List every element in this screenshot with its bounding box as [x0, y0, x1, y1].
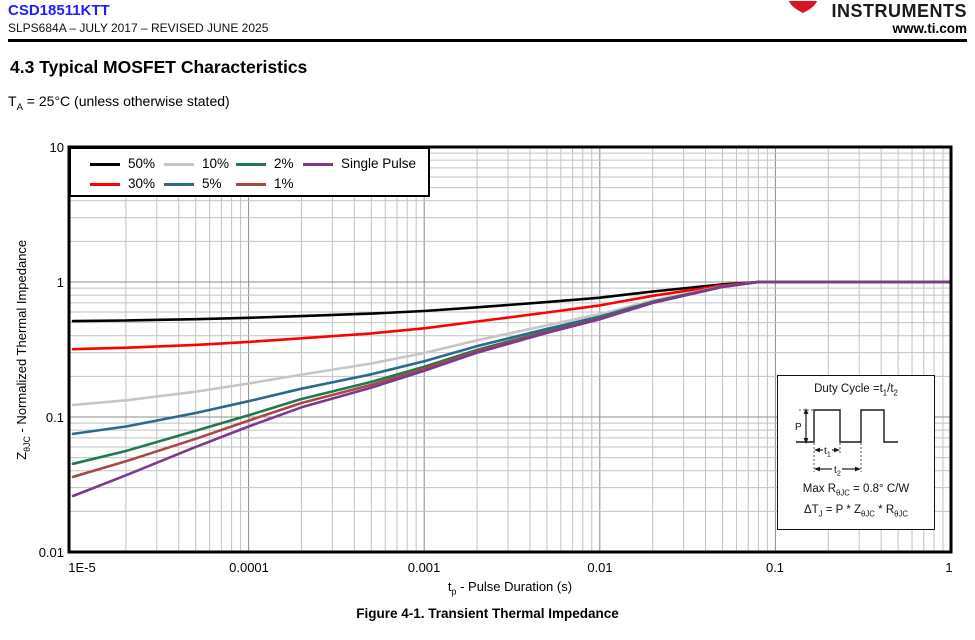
x-axis-title: tp - Pulse Duration (s): [69, 579, 951, 597]
duty-cycle-inset: Duty Cycle =t1/t2 P t1 t2: [777, 375, 935, 530]
pulse-waveform-diagram: P t1 t2: [795, 408, 898, 478]
legend-item-5pct: 5%: [164, 177, 222, 191]
legend-item-30pct: 30%: [90, 177, 155, 191]
legend-item-50pct: 50%: [90, 157, 155, 171]
condition-text: = 25°C (unless otherwise stated): [22, 93, 230, 109]
inset-delta-tj: ΔTJ = P * ZθJC * RθJC: [803, 504, 909, 519]
legend-label-10pct: 10%: [202, 156, 230, 171]
legend-swatch-5pct: [164, 182, 194, 186]
x-tick-0.1: 0.1: [765, 560, 785, 575]
curve-single-pulse: [71, 280, 953, 498]
y-tick-1: 1: [56, 275, 64, 290]
legend-label-30pct: 30%: [128, 176, 156, 191]
curve-30-: [71, 280, 953, 351]
legend-swatch-1pct: [236, 182, 266, 186]
chart-legend: 50% 10% 2% Single Pulse 30% 5% 1%: [69, 147, 430, 197]
legend-swatch-30pct: [90, 182, 120, 186]
legend-swatch-10pct: [164, 162, 194, 166]
legend-swatch-single-pulse: [303, 162, 333, 166]
plot-frame: [67, 145, 953, 554]
header-rule: [8, 39, 967, 42]
y-tick-0-1: 0.1: [45, 410, 64, 425]
doc-revision-line: SLPS684A – JULY 2017 – REVISED JUNE 2025: [8, 21, 269, 35]
y-tick-0-01: 0.01: [38, 545, 64, 560]
inset-max-rthjc: Max RθJC = 0.8° C/W: [802, 483, 910, 498]
legend-label-50pct: 50%: [128, 156, 156, 171]
inset-title-sub2: 2: [893, 388, 898, 398]
t1-arrow-left: [814, 447, 820, 453]
inset-title: Duty Cycle =t1/t2: [778, 383, 934, 397]
inset-title-sub1: 1: [882, 388, 888, 398]
legend-item-10pct: 10%: [164, 157, 229, 171]
legend-item-1pct: 1%: [236, 177, 294, 191]
condition-subscript: A: [16, 101, 23, 113]
x-tick-0.01: 0.01: [587, 560, 613, 575]
ti-brand-word: INSTRUMENTS: [831, 1, 967, 21]
section-title: 4.3 Typical MOSFET Characteristics: [10, 57, 308, 77]
y-axis-text: - Normalized Thermal Impedance: [14, 239, 30, 436]
legend-label-1pct: 1%: [274, 176, 294, 191]
legend-label-2pct: 2%: [274, 156, 294, 171]
pulse-train-line: [796, 409, 898, 443]
ti-website-link[interactable]: www.ti.com: [892, 21, 967, 36]
t2-label: t2: [834, 465, 841, 478]
x-tick-1e-5: 1E-5: [68, 560, 96, 575]
x-tick-0.001: 0.001: [407, 560, 441, 575]
x-tick-1: 1: [945, 560, 953, 575]
x-axis-symbol: t: [447, 579, 452, 594]
x-tick-0.0001: 0.0001: [229, 560, 269, 575]
p-arrow-head-down: [803, 438, 809, 444]
y-axis-symbol: Z: [14, 451, 30, 460]
t2-arrow-left: [814, 466, 820, 472]
legend-swatch-2pct: [236, 162, 266, 166]
legend-label-single-pulse: Single Pulse: [341, 156, 417, 171]
ti-logo-mark-icon: [789, 0, 817, 18]
y-axis-title: ZθJC - Normalized Thermal Impedance: [8, 147, 38, 552]
test-condition: TA = 25°C (unless otherwise stated): [8, 93, 230, 113]
inset-title-mid: /t: [887, 383, 894, 395]
condition-symbol: T: [8, 93, 17, 109]
t1-arrow-right: [834, 447, 840, 453]
x-axis-subscript: p: [451, 586, 457, 597]
legend-item-single-pulse: Single Pulse: [303, 157, 416, 171]
legend-item-2pct: 2%: [236, 157, 294, 171]
part-number-link[interactable]: CSD18511KTT: [8, 2, 110, 19]
t2-arrow-right: [855, 466, 861, 472]
inset-title-text: Duty Cycle =t: [814, 383, 883, 395]
p-label: P: [795, 422, 802, 433]
legend-swatch-50pct: [90, 162, 120, 166]
y-axis-subscript: θJC: [21, 435, 32, 452]
t1-label: t1: [824, 446, 831, 459]
legend-label-5pct: 5%: [202, 176, 222, 191]
p-arrow-head-up: [803, 408, 809, 414]
figure-caption: Figure 4-1. Transient Thermal Impedance: [356, 606, 619, 621]
y-tick-10: 10: [49, 140, 64, 155]
x-axis-text: - Pulse Duration (s): [456, 579, 573, 594]
